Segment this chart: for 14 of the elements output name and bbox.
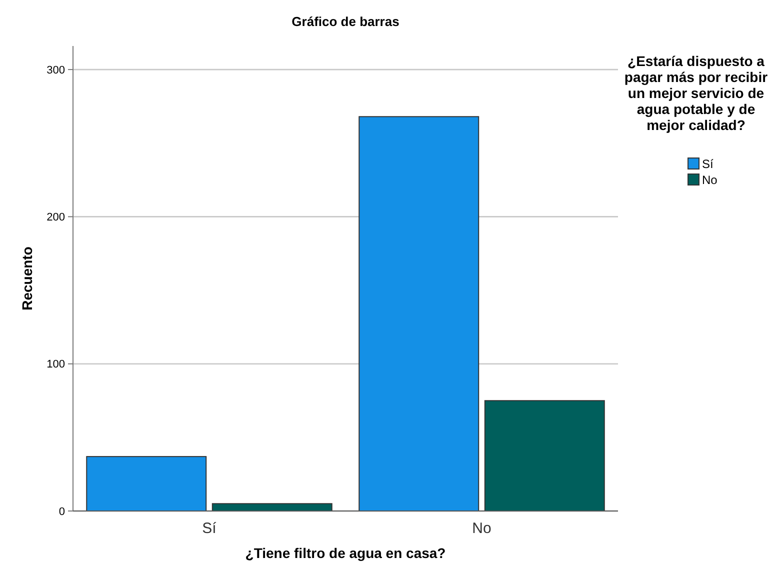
legend-label: Sí [702, 157, 714, 171]
legend-label: No [702, 173, 718, 187]
y-axis-title: Recuento [19, 246, 35, 310]
chart-title: Gráfico de barras [292, 14, 400, 29]
legend-title: ¿Estaría dispuesto a pagar más por recibir un mejor servicio de agua potable y de mejor calidad? [624, 53, 768, 133]
y-tick-label: 300 [46, 64, 65, 76]
bar [358, 116, 480, 512]
x-axis-title: ¿Tiene filtro de agua en casa? [245, 545, 446, 561]
y-tick-label: 100 [46, 358, 65, 371]
y-tick-label: 200 [46, 212, 65, 224]
bar [86, 456, 207, 512]
bar [484, 400, 605, 512]
bar [212, 503, 332, 512]
y-tick-label: 0 [58, 506, 65, 518]
